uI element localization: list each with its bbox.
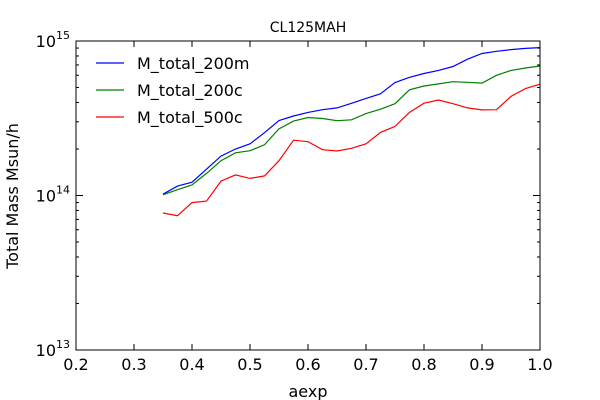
plot-area — [76, 41, 540, 350]
x-tick-label: 0.2 — [63, 355, 88, 374]
legend: M_total_200m M_total_200c M_total_500c — [96, 54, 250, 128]
x-tick-label: 0.4 — [179, 355, 204, 374]
series-layer — [162, 47, 541, 217]
x-tick-label: 0.6 — [295, 355, 320, 374]
x-tick-label: 1.0 — [527, 355, 552, 374]
plot-frame — [75, 40, 541, 351]
y-axis-label: Total Mass Msun/h — [3, 123, 22, 270]
legend-label: M_total_500c — [137, 108, 243, 128]
legend-label: M_total_200m — [137, 54, 250, 74]
legend-label: M_total_200c — [137, 81, 243, 101]
x-tick-label: 0.9 — [469, 355, 494, 374]
x-tick-label: 0.3 — [121, 355, 146, 374]
x-axis-label: aexp — [289, 382, 328, 400]
series-line-m-total-500c — [162, 83, 541, 217]
y-tick-label: 1014 — [36, 184, 70, 206]
ticks-layer: 0.2 0.3 0.4 0.5 0.6 0.7 0.8 0.9 1.0 1013 1014 1015 — [36, 29, 553, 374]
y-tick-label: 1013 — [36, 338, 70, 360]
x-tick-label: 0.7 — [353, 355, 378, 374]
series-line-m-total-200m — [162, 47, 541, 195]
x-tick-label: 0.5 — [237, 355, 262, 374]
y-tick-label: 1015 — [36, 29, 70, 51]
chart-title: CL125MAH — [270, 20, 346, 36]
series-line-m-total-200c — [162, 65, 541, 196]
x-tick-label: 0.8 — [411, 355, 436, 374]
